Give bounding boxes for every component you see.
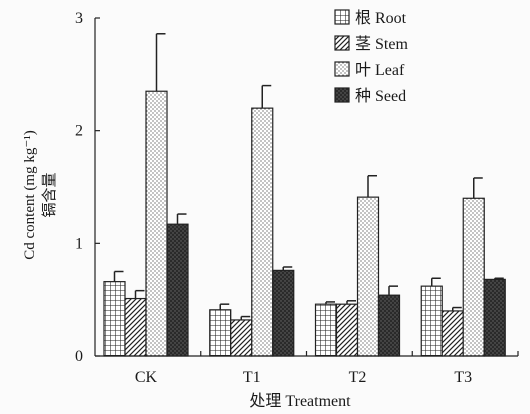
y-axis-title: Cd content (mg kg⁻¹) 镉含量	[22, 130, 58, 259]
x-tick-label: T2	[349, 369, 367, 386]
x-axis-title: 处理 Treatment	[249, 392, 351, 410]
legend-swatch	[334, 35, 350, 51]
bar-t2-s1	[335, 303, 359, 357]
x-axis: CK T1 T2 T3	[135, 351, 519, 386]
bar-t2-s0	[314, 303, 338, 357]
bar-t3-s1	[441, 310, 464, 357]
bar-t3-s0	[420, 285, 443, 357]
legend-item: 种 Seed	[334, 87, 406, 105]
x-tick-label: T3	[454, 369, 472, 386]
legend-item: 茎 Stem	[334, 35, 408, 53]
bar-ck-s2	[145, 90, 168, 357]
y-tick-label: 0	[75, 348, 83, 365]
legend: 根 Root 茎 Stem 叶 Leaf 种 Seed	[334, 9, 408, 105]
bar-t1-s0	[209, 309, 232, 357]
legend-label: 茎 Stem	[355, 35, 408, 53]
bar-t1-s3	[272, 269, 295, 357]
bar-ck-s3	[166, 223, 189, 357]
bar-t2-s3	[377, 294, 401, 357]
bar-t1-s2	[251, 107, 274, 357]
y-tick-label: 3	[75, 10, 83, 27]
legend-swatch	[334, 61, 350, 77]
bar-t2-s2	[356, 196, 380, 357]
bar-t3-s3	[483, 278, 506, 357]
legend-label: 叶 Leaf	[355, 61, 405, 79]
bar-ck-s1	[124, 297, 147, 357]
bar-ck-s0	[103, 281, 126, 357]
x-tick-label: CK	[135, 369, 158, 386]
x-tick-label: T1	[243, 369, 261, 386]
legend-item: 叶 Leaf	[334, 61, 405, 79]
legend-swatch	[334, 87, 350, 103]
legend-label: 根 Root	[355, 9, 407, 27]
y-axis-title-en: Cd content (mg kg⁻¹)	[22, 130, 38, 259]
bar-t1-s1	[230, 319, 253, 357]
y-tick-label: 2	[75, 123, 83, 140]
plot-area	[103, 33, 506, 357]
legend-swatch	[334, 9, 350, 25]
y-tick-label: 1	[75, 235, 83, 252]
bar-t3-s2	[462, 197, 485, 357]
legend-item: 根 Root	[334, 9, 407, 27]
y-axis: 0 1 2 3	[75, 10, 100, 365]
y-axis-title-cn: 镉含量	[41, 172, 58, 217]
legend-label: 种 Seed	[355, 87, 406, 105]
axis-frame	[94, 18, 518, 357]
